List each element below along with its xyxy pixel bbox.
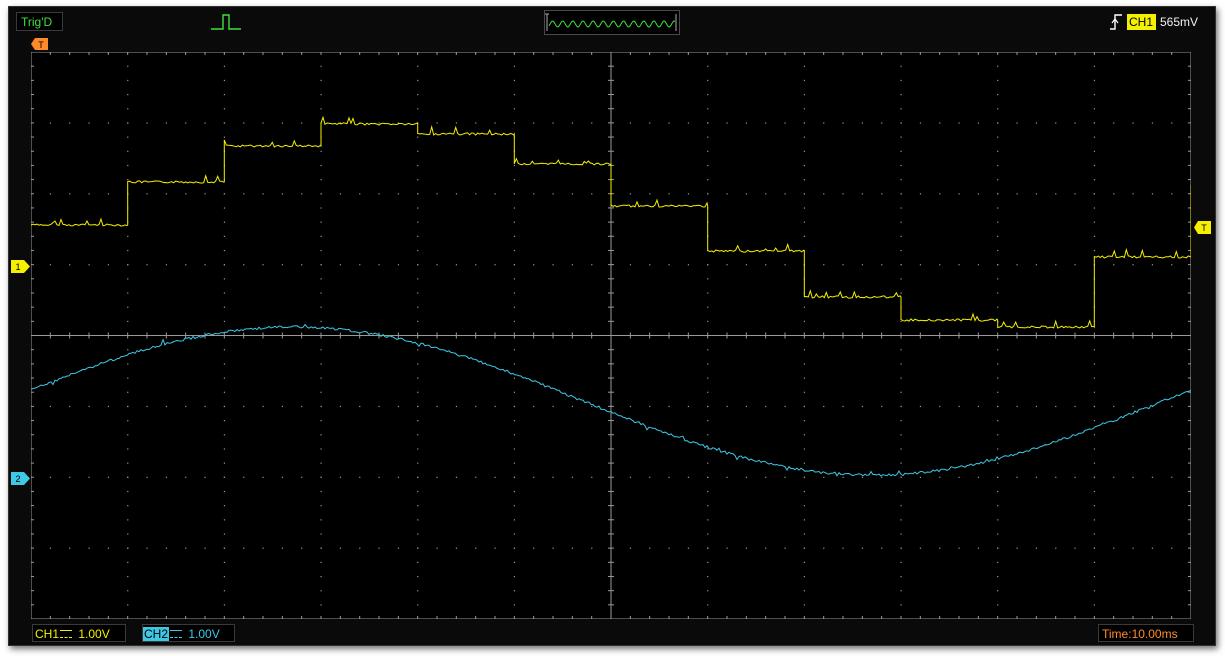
dc-coupling-icon [60, 629, 73, 638]
timebase-label: Time: [1102, 627, 1132, 641]
rising-edge-icon[interactable] [1109, 13, 1123, 31]
trigger-level-label: T [1201, 223, 1207, 233]
dc-coupling-icon [170, 629, 183, 638]
trigger-level-readout: 565mV [1160, 15, 1199, 29]
ch2-scale-readout[interactable]: CH2 1.00V [142, 624, 235, 642]
trigger-position-marker[interactable]: T [31, 38, 48, 50]
trigger-channel-badge[interactable]: CH1 [1127, 14, 1156, 30]
timebase-value: 10.00ms [1131, 627, 1178, 641]
ch2-volts-div: 1.00V [188, 627, 220, 641]
ch2-trace [31, 323, 1191, 477]
timebase-readout[interactable]: Time:10.00ms [1098, 624, 1194, 642]
trigger-position-label: T [38, 40, 44, 50]
ch1-name: CH1 [35, 627, 60, 641]
trigger-status: Trig'D [16, 12, 63, 31]
ch2-position-marker[interactable]: 2 [11, 472, 30, 485]
ch2-name: CH2 [143, 627, 170, 641]
graticule-grid [31, 52, 1191, 619]
ch1-marker-label: 1 [15, 262, 20, 272]
ch1-trace [31, 115, 1191, 329]
ch2-marker-label: 2 [15, 474, 20, 484]
waveform-overview-icon[interactable] [544, 10, 680, 35]
pulse-icon[interactable] [211, 12, 241, 32]
waveform-display[interactable] [31, 52, 1191, 619]
trigger-level-marker[interactable]: T [1194, 221, 1211, 234]
ch1-position-marker[interactable]: 1 [11, 260, 30, 273]
ch1-scale-readout[interactable]: CH1 1.00V [32, 624, 126, 642]
ch1-volts-div: 1.00V [78, 627, 110, 641]
